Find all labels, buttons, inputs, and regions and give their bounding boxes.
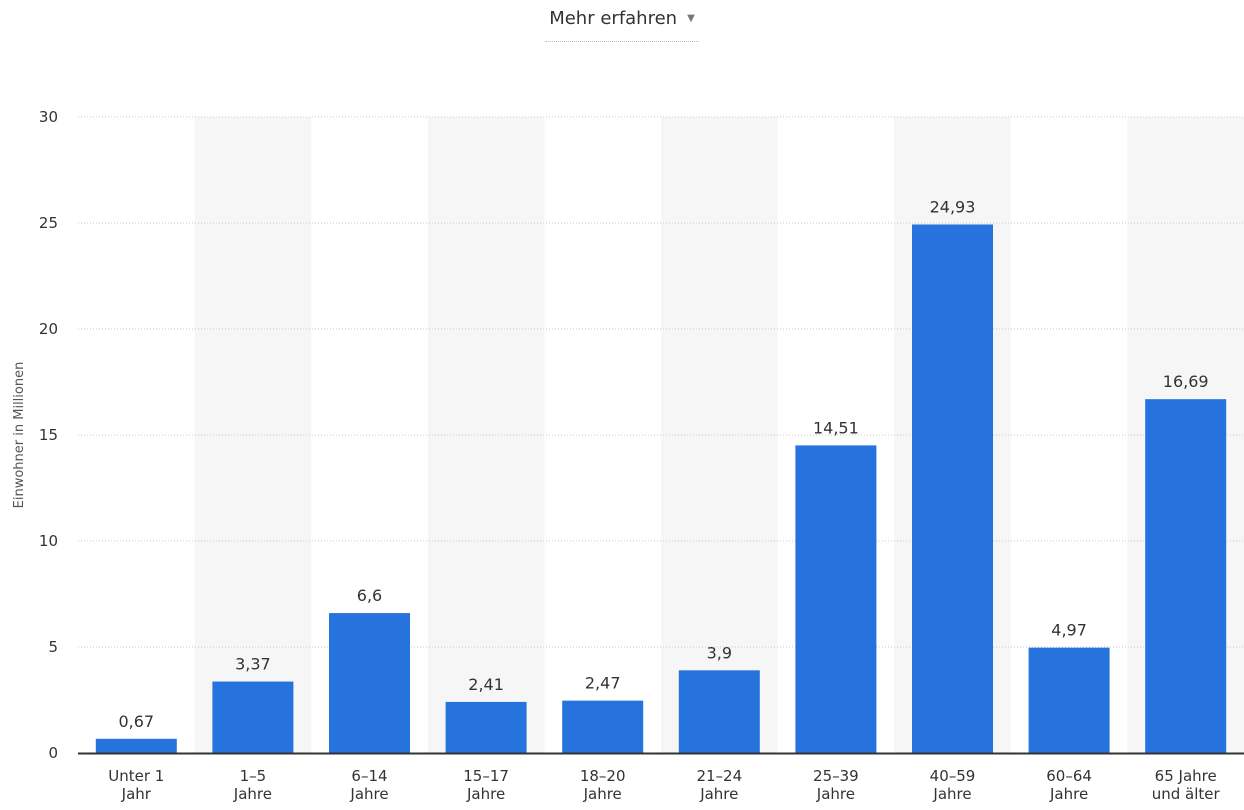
x-tick-label: 15–17 Jahre [463, 767, 509, 803]
data-label: 14,51 [813, 418, 859, 437]
x-tick-label: 1–5 Jahre [233, 767, 272, 803]
caret-down-icon: ▼ [687, 13, 695, 24]
x-tick-label: 21–24 Jahre [696, 767, 742, 803]
data-label: 16,69 [1163, 372, 1209, 391]
x-tick-label: 65 Jahre und älter [1152, 767, 1221, 803]
bar[interactable] [1145, 399, 1227, 753]
y-axis-ticks: 0 5 10 15 20 25 30 [39, 108, 58, 762]
x-tick-label: 6–14 Jahre [349, 767, 388, 803]
data-label: 24,93 [930, 197, 976, 216]
data-label: 0,67 [118, 712, 154, 731]
bar[interactable] [912, 224, 993, 753]
x-tick-label: 40–59 Jahre [930, 767, 976, 803]
data-label: 3,9 [707, 643, 732, 662]
mehr-erfahren-dropdown[interactable]: Mehr erfahren ▼ [0, 8, 1244, 42]
bar[interactable] [95, 738, 177, 753]
x-tick-label: 25–39 Jahre [813, 767, 859, 803]
y-tick-label: 30 [39, 108, 58, 126]
x-tick-label: Unter 1 Jahr [108, 767, 164, 803]
x-axis-categories: Unter 1 Jahr 1–5 Jahre 6–14 Jahre 15–17 Jahre 18… [108, 767, 1220, 803]
y-tick-label: 0 [48, 744, 58, 762]
bar[interactable] [1028, 647, 1110, 753]
background-band [661, 117, 778, 753]
bar[interactable] [795, 445, 877, 753]
bar[interactable] [562, 700, 644, 753]
data-label: 2,41 [468, 675, 504, 694]
data-label: 4,97 [1051, 621, 1087, 640]
y-axis-title: Einwohner in Millionen [12, 362, 27, 509]
gridlines [78, 116, 1244, 648]
y-tick-label: 10 [39, 532, 58, 550]
x-tick-label: 60–64 Jahre [1046, 767, 1092, 803]
data-labels: 0,67 3,37 6,6 2,41 2,47 3,9 14,51 24,93 4,97 16,6… [118, 197, 1208, 730]
y-tick-label: 15 [39, 426, 58, 444]
bar[interactable] [329, 613, 410, 753]
y-tick-label: 25 [39, 214, 58, 232]
bars [95, 224, 1227, 753]
data-label: 6,6 [357, 586, 382, 605]
x-tick-label: 18–20 Jahre [580, 767, 626, 803]
bar[interactable] [212, 681, 294, 753]
y-tick-label: 5 [48, 638, 58, 656]
y-tick-label: 20 [39, 320, 58, 338]
mehr-erfahren-label: Mehr erfahren [549, 8, 678, 29]
data-label: 2,47 [585, 674, 621, 693]
mehr-erfahren-link[interactable]: Mehr erfahren ▼ [545, 8, 699, 42]
bar[interactable] [445, 701, 527, 753]
bar[interactable] [678, 670, 760, 753]
data-label: 3,37 [235, 655, 271, 674]
